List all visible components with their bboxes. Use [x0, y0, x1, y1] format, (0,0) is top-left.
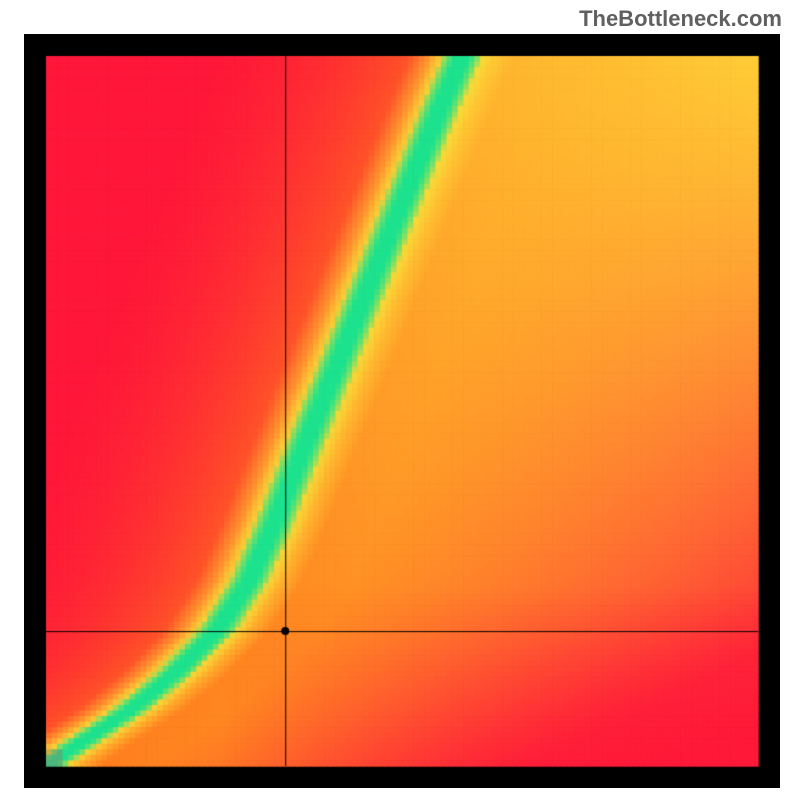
bottleneck-heatmap — [24, 34, 780, 788]
watermark-text: TheBottleneck.com — [579, 6, 782, 32]
heatmap-canvas — [24, 34, 780, 788]
